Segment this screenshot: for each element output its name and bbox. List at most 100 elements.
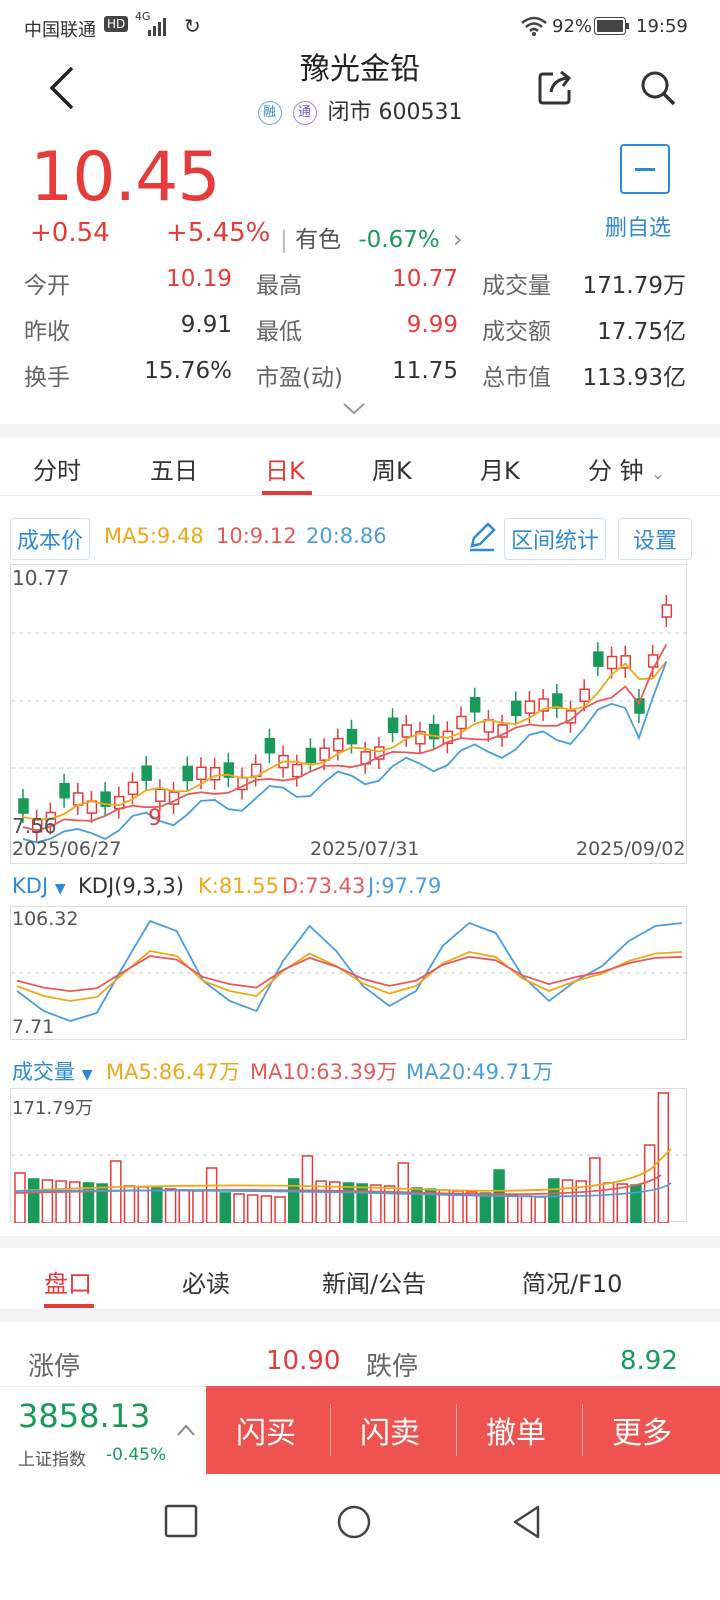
cancel-order-button[interactable]: 撤单 — [486, 1416, 546, 1451]
draw-pencil-icon[interactable] — [466, 520, 498, 552]
settings-button[interactable]: 设置 — [618, 518, 693, 560]
dropdown-triangle-icon: ▼ — [81, 1067, 93, 1083]
chevron-up-icon[interactable] — [176, 1423, 196, 1437]
candle — [100, 791, 111, 807]
candle — [387, 717, 399, 733]
signal-icon — [148, 18, 166, 36]
sync-icon: ↻ — [184, 14, 201, 38]
kdj-selector[interactable]: KDJ ▼ — [12, 874, 66, 898]
candle — [209, 767, 221, 781]
tab-f10[interactable]: 简况/F10 — [522, 1270, 623, 1298]
volume-bar — [479, 1192, 492, 1224]
home-circle-icon[interactable] — [336, 1504, 372, 1540]
volume-ma20-line — [14, 1182, 672, 1198]
index-pct: -0.45% — [106, 1445, 167, 1465]
chevron-right-icon: › — [453, 227, 463, 253]
connect-badge: 通 — [292, 101, 317, 125]
flash-sell-button[interactable]: 闪卖 — [360, 1416, 420, 1451]
volume-bar — [520, 1195, 533, 1224]
wifi-icon — [521, 16, 547, 36]
search-icon[interactable] — [638, 68, 678, 108]
limit-down-label: 跌停 — [366, 1352, 419, 1382]
volume-bar — [233, 1193, 245, 1224]
bottom-action-bar: 3858.13 上证指数 -0.45% 闪买 闪卖 撤单 更多 — [0, 1386, 720, 1474]
kline-canvas — [11, 595, 688, 844]
flash-buy-button[interactable]: 闪买 — [236, 1416, 296, 1451]
hd-badge: HD — [104, 16, 129, 32]
volume-name: 成交量 — [12, 1060, 75, 1084]
kdj-d: D:73.43 — [282, 874, 366, 898]
quote-value: 171.79万 — [582, 273, 686, 299]
candle — [483, 719, 495, 733]
tab-minute[interactable]: 分 钟 ⌄ — [588, 451, 665, 486]
volume-bar — [561, 1179, 574, 1224]
volume-selector[interactable]: 成交量 ▼ — [12, 1056, 92, 1086]
quote-value: 10.77 — [392, 266, 458, 292]
quote-value: 113.93亿 — [582, 365, 686, 391]
back-arrow-icon[interactable] — [44, 64, 78, 112]
tab-must-read[interactable]: 必读 — [182, 1270, 230, 1298]
quote-value: 9.91 — [180, 312, 232, 338]
volume-ma5-line — [14, 1148, 672, 1192]
volume-bar — [137, 1186, 149, 1224]
price-change: +0.54 — [30, 218, 110, 248]
candle — [333, 737, 344, 752]
volume-bar — [356, 1183, 368, 1224]
more-button[interactable]: 更多 — [612, 1416, 672, 1451]
active-tab-indicator — [44, 1304, 94, 1308]
sector-link[interactable]: | 有色 -0.67% › — [280, 227, 463, 253]
remove-watchlist-label[interactable]: 删自选 — [605, 216, 672, 241]
tab-day-k[interactable]: 日K — [265, 457, 305, 485]
candle — [223, 762, 235, 778]
volume-bar — [657, 1092, 670, 1224]
section-divider — [0, 424, 720, 436]
volume-bar — [465, 1191, 478, 1224]
volume-chart[interactable] — [10, 1088, 688, 1224]
volume-bar — [315, 1180, 327, 1224]
candle — [647, 654, 659, 668]
volume-bar — [301, 1155, 314, 1224]
ma10-legend: 10:9.12 — [216, 524, 297, 548]
candle — [18, 798, 29, 814]
kdj-ymin-label: 7.71 — [12, 1016, 55, 1038]
candle — [264, 737, 276, 754]
volume-bar — [192, 1190, 204, 1224]
kline-chart[interactable] — [10, 564, 688, 864]
candle — [127, 781, 139, 796]
back-triangle-icon[interactable] — [510, 1504, 542, 1540]
candle — [182, 765, 193, 782]
candle — [346, 728, 358, 745]
tab-fenshi[interactable]: 分时 — [33, 457, 81, 485]
tab-week-k[interactable]: 周K — [372, 457, 412, 485]
kdj-chart[interactable] — [10, 906, 688, 1040]
carrier-label: 中国联通 — [24, 20, 96, 41]
tab-news[interactable]: 新闻/公告 — [322, 1270, 427, 1298]
index-ticker[interactable]: 3858.13 上证指数 -0.45% — [0, 1386, 206, 1474]
quote-label: 成交额 — [482, 319, 551, 345]
volume-ymax-label: 171.79万 — [12, 1098, 93, 1119]
expand-chevron-icon[interactable] — [342, 402, 366, 416]
ma5-legend: MA5:9.48 — [104, 524, 204, 548]
recents-square-icon[interactable] — [164, 1504, 198, 1538]
limit-down-value: 8.92 — [620, 1346, 678, 1376]
candle — [114, 795, 125, 810]
date-label-end: 2025/09/02 — [576, 838, 686, 860]
volume-ma10: MA10:63.39万 — [250, 1060, 398, 1084]
tab-order-book[interactable]: 盘口 — [44, 1270, 92, 1298]
volume-bar — [41, 1179, 54, 1224]
range-stats-button[interactable]: 区间统计 — [504, 518, 607, 560]
ma5-line — [22, 661, 668, 821]
tab-month-k[interactable]: 月K — [480, 457, 520, 485]
margin-badge: 融 — [257, 101, 282, 125]
kdj-ymax-label: 106.32 — [12, 908, 79, 930]
kdj-j: J:97.79 — [368, 874, 442, 898]
remove-watchlist-button[interactable] — [620, 144, 670, 194]
kdj-d-line — [16, 955, 683, 993]
low-marker: 9 — [148, 806, 162, 831]
cost-price-button[interactable]: 成本价 — [10, 518, 91, 560]
volume-canvas — [11, 1092, 688, 1224]
chevron-down-icon: ⌄ — [651, 464, 665, 483]
volume-bar — [643, 1144, 656, 1224]
share-icon[interactable] — [537, 68, 575, 106]
tab-five-day[interactable]: 五日 — [150, 457, 198, 485]
